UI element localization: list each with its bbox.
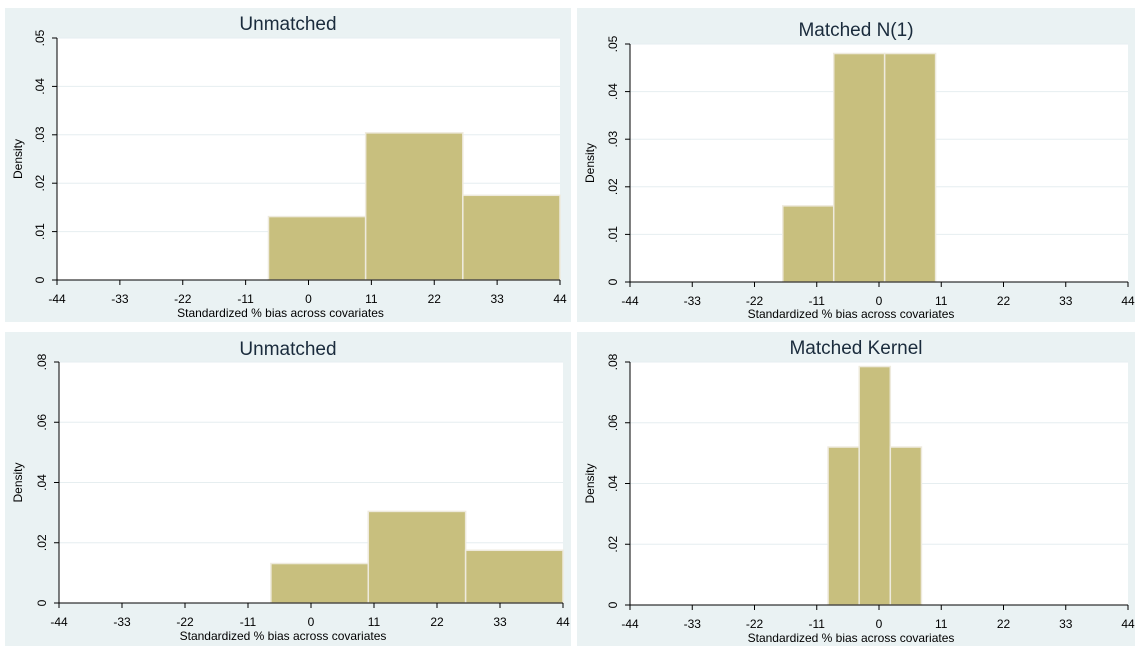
y-tick-label: .02 (606, 178, 620, 195)
x-tick-label: 0 (305, 292, 312, 306)
histogram-bar (883, 52, 937, 283)
x-tick-label: -33 (684, 294, 702, 308)
y-tick-label: .05 (606, 35, 620, 52)
x-tick-label: -22 (176, 615, 194, 629)
y-axis-label: Density (583, 143, 597, 183)
x-tick-label: 22 (430, 615, 444, 629)
x-tick-label: 0 (876, 617, 883, 631)
x-tick-label: -44 (48, 292, 66, 306)
histogram-bar (364, 132, 464, 281)
x-tick-label: 11 (935, 617, 948, 631)
y-tick-label: .04 (33, 78, 47, 95)
chart-panel-2: 0 .01 .02 .03 .04 .05 -44 -33 -22 -11 0 11 22 33 44 Mat… (577, 8, 1135, 322)
y-tick-label: .04 (35, 474, 49, 491)
chart-title: Unmatched (239, 14, 336, 35)
y-tick-label: .05 (33, 29, 47, 46)
x-tick-label: -33 (113, 615, 131, 629)
y-tick-label: .02 (606, 536, 620, 553)
x-tick-label: -44 (50, 615, 68, 629)
x-tick-label: 44 (556, 615, 570, 629)
x-tick-label: 44 (1121, 294, 1135, 308)
chart-panel-4: 0 .02 .04 .06 .08 -44 -33 -22 -11 0 11 22 33 44 Matche… (577, 332, 1135, 646)
histogram-bar (367, 510, 467, 604)
y-tick-label: .01 (606, 226, 620, 243)
y-tick-label: .02 (35, 534, 49, 551)
histogram-bar (827, 446, 860, 606)
x-tick-label: -11 (237, 292, 254, 306)
histogram-bar (462, 194, 561, 281)
y-tick-label: 0 (606, 278, 620, 285)
x-tick-label: 33 (490, 292, 504, 306)
x-tick-label: 11 (368, 615, 381, 629)
x-tick-label: -44 (621, 294, 639, 308)
x-tick-label: 44 (1121, 617, 1135, 631)
y-tick-label: .01 (33, 223, 47, 240)
x-tick-label: -11 (240, 615, 257, 629)
histogram-bar (889, 446, 923, 606)
x-tick-label: -22 (746, 617, 764, 631)
y-axis-label: Density (11, 139, 25, 179)
x-axis-label: Standardized % bias across covariates (177, 306, 384, 320)
histogram-bar (832, 52, 886, 283)
histogram-bar (782, 205, 835, 283)
histogram-bar (464, 549, 564, 604)
chart-title: Unmatched (239, 339, 336, 360)
y-tick-label: .04 (606, 83, 620, 100)
x-tick-label: 33 (493, 615, 507, 629)
y-tick-label: .02 (33, 175, 47, 192)
chart-panel-1: 0 .01 .02 .03 .04 .05 -44 -33 -22 -11 0 11 22 33 44 Unm… (5, 8, 571, 322)
x-tick-label: 11 (935, 294, 948, 308)
x-axis-label: Standardized % bias across covariates (748, 631, 955, 645)
histogram-bar (267, 215, 367, 281)
x-tick-label: 33 (1059, 617, 1073, 631)
x-tick-label: -22 (174, 292, 192, 306)
y-tick-label: .06 (35, 414, 49, 431)
y-tick-label: .03 (606, 131, 620, 148)
y-tick-label: 0 (33, 276, 47, 283)
y-tick-label: 0 (606, 601, 620, 608)
x-tick-label: -44 (621, 617, 639, 631)
y-tick-label: .08 (606, 353, 620, 370)
chart-title: Matched Kernel (789, 338, 922, 359)
y-tick-label: .06 (606, 414, 620, 431)
x-axis-label: Standardized % bias across covariates (180, 629, 387, 643)
x-tick-label: 33 (1059, 294, 1073, 308)
x-tick-label: 0 (876, 294, 883, 308)
x-tick-label: 22 (428, 292, 442, 306)
y-axis-label: Density (583, 463, 597, 503)
x-tick-label: -11 (809, 617, 826, 631)
y-tick-label: .08 (35, 353, 49, 370)
histogram-bar (270, 562, 370, 604)
x-tick-label: 11 (365, 292, 378, 306)
y-tick-label: .04 (606, 475, 620, 492)
y-axis-label: Density (11, 462, 25, 502)
x-tick-label: 44 (553, 292, 567, 306)
x-axis-label: Standardized % bias across covariates (748, 307, 955, 321)
x-tick-label: -22 (746, 294, 764, 308)
y-tick-label: 0 (35, 599, 49, 606)
histogram-bar (858, 365, 892, 606)
chart-panel-3: 0 .02 .04 .06 .08 -44 -33 -22 -11 0 11 22 33 44 Unmatc… (5, 332, 571, 646)
x-tick-label: -11 (809, 294, 826, 308)
x-tick-label: -33 (111, 292, 129, 306)
y-tick-label: .03 (33, 126, 47, 143)
x-tick-label: 0 (308, 615, 315, 629)
x-tick-label: -33 (684, 617, 702, 631)
chart-title: Matched N(1) (798, 20, 913, 41)
x-tick-label: 22 (997, 294, 1011, 308)
x-tick-label: 22 (997, 617, 1011, 631)
